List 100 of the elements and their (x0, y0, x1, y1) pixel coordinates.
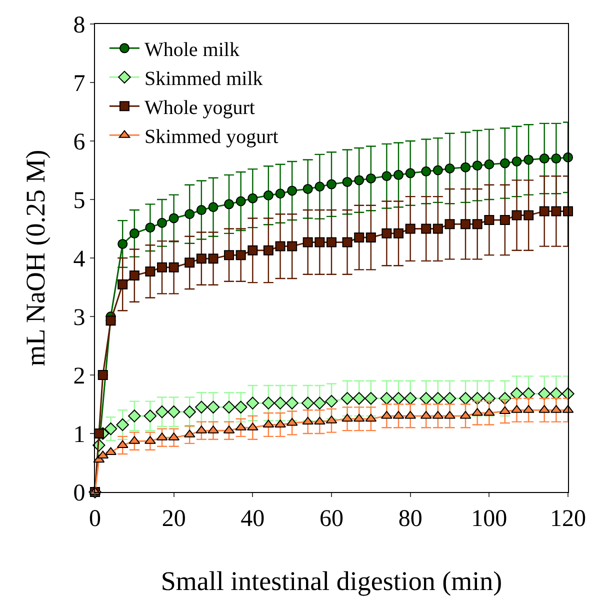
legend-label: Skimmed yogurt (144, 126, 279, 148)
point (196, 254, 206, 264)
point (287, 241, 298, 252)
y-tick-label: 3 (73, 304, 86, 331)
legend-label: Skimmed milk (144, 68, 263, 90)
point (484, 159, 494, 170)
y-axis-title: mL NaOH (0.25 M) (20, 150, 50, 366)
x-axis-title: Small intestinal digestion (min) (160, 566, 502, 596)
point (512, 210, 522, 220)
point (500, 158, 510, 168)
x-tick-label: 20 (162, 506, 186, 532)
point (206, 400, 220, 414)
point (538, 387, 551, 400)
point (472, 160, 482, 171)
point (364, 392, 378, 405)
point (512, 156, 522, 166)
point (94, 428, 104, 438)
point (392, 392, 405, 405)
point (274, 396, 287, 410)
point (342, 414, 353, 422)
point (420, 392, 432, 405)
point (246, 396, 260, 410)
point (313, 396, 326, 410)
point (325, 394, 338, 408)
point (354, 232, 364, 243)
point (302, 184, 313, 194)
point (314, 237, 325, 248)
point (405, 168, 416, 178)
point (234, 400, 248, 414)
point (275, 241, 286, 252)
point (421, 166, 432, 176)
point (510, 387, 524, 400)
point (208, 202, 218, 212)
point (394, 170, 404, 180)
point (287, 186, 298, 196)
point (500, 214, 510, 225)
point (168, 213, 179, 224)
point (443, 392, 456, 405)
point (196, 205, 206, 216)
point (472, 219, 482, 230)
point (129, 228, 140, 238)
point (167, 406, 180, 418)
point (405, 224, 416, 234)
point (263, 245, 274, 256)
point (342, 237, 352, 248)
point (460, 162, 471, 172)
legend-label: Whole yogurt (144, 96, 256, 119)
point (365, 414, 377, 422)
point (248, 193, 258, 204)
point (286, 418, 298, 426)
point (183, 406, 196, 418)
point (340, 392, 354, 405)
point (326, 237, 336, 248)
point (353, 414, 365, 422)
point (460, 219, 471, 230)
x-tick-label: 80 (398, 506, 422, 532)
point (432, 224, 443, 234)
point (550, 387, 563, 400)
point (563, 206, 573, 216)
y-tick-label: 6 (73, 129, 86, 156)
y-tick-label: 8 (73, 12, 86, 38)
point (366, 232, 376, 243)
point (116, 418, 129, 432)
point (286, 396, 298, 410)
point (262, 396, 275, 410)
point (421, 224, 432, 234)
point (195, 400, 208, 414)
point (380, 392, 394, 405)
point (302, 237, 313, 248)
y-tick-label: 2 (73, 363, 86, 390)
point (314, 416, 326, 425)
point (326, 179, 336, 190)
point (156, 406, 168, 418)
point (459, 392, 472, 405)
point (104, 422, 118, 436)
point (118, 279, 128, 290)
point (444, 410, 456, 419)
point (524, 154, 534, 165)
point (539, 206, 550, 216)
y-tick-label: 0 (73, 480, 86, 506)
point (392, 410, 404, 419)
point (224, 199, 234, 210)
point (222, 400, 236, 414)
point (314, 182, 325, 192)
point (382, 228, 392, 238)
point (524, 210, 534, 220)
y-tick-label: 4 (73, 246, 86, 272)
point (352, 392, 366, 405)
point (522, 387, 535, 400)
point (354, 175, 364, 186)
point (157, 218, 168, 228)
point (275, 188, 286, 199)
point (145, 266, 156, 276)
point (551, 206, 562, 216)
point (236, 196, 246, 206)
point (444, 164, 455, 174)
point (118, 238, 128, 249)
point (432, 410, 444, 419)
y-tick-label: 7 (73, 70, 86, 97)
point (404, 392, 417, 405)
